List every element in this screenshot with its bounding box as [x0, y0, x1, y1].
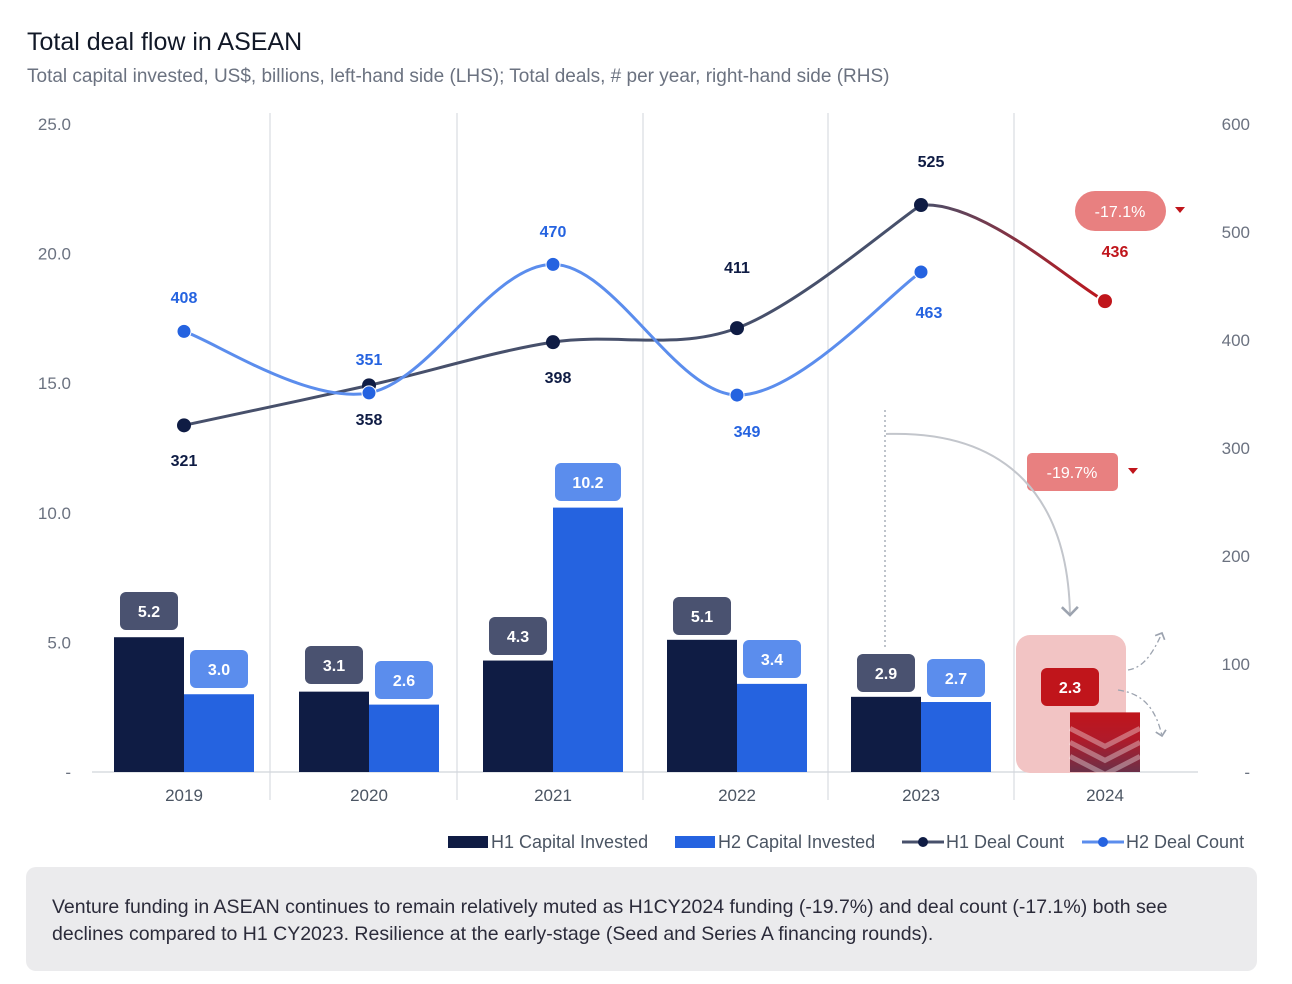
right-axis-tick: 500	[1222, 223, 1250, 242]
point-h2-2021	[545, 256, 561, 272]
x-tick-2021: 2021	[534, 786, 572, 805]
bar-label-h1-2022: 5.1	[691, 609, 713, 626]
line-label-h2-2022: 349	[734, 424, 761, 441]
bar-h2-2019	[184, 694, 254, 772]
left-axis-tick: -	[65, 763, 71, 782]
point-h2-2022	[729, 387, 745, 403]
bar-h1-2021	[483, 660, 553, 772]
point-h1-2021	[546, 335, 560, 350]
deal-change-badge-bg	[1075, 191, 1166, 231]
point-h1-2024	[1096, 292, 1114, 311]
deal-change-badge: -17.1%	[1095, 204, 1146, 221]
bar-label-h2-2021-bg	[555, 463, 621, 501]
line-label-h2-2023: 463	[916, 305, 943, 322]
point-h2-2019	[176, 323, 192, 339]
bar-h1-2020	[299, 691, 369, 772]
bar-2024-chevron	[1068, 754, 1142, 778]
legend-label-h1-deals: H1 Deal Count	[946, 832, 1064, 852]
left-axis-tick: 15.0	[38, 374, 71, 393]
bar-label-h2-2022-bg	[743, 640, 801, 678]
bar-label-h2-2022: 3.4	[761, 652, 783, 669]
x-tick-2019: 2019	[165, 786, 203, 805]
bar-label-h1-2019-bg	[120, 592, 178, 630]
bar-label-h1-2023: 2.9	[875, 666, 897, 683]
line-label-h1-2024: 436	[1102, 244, 1129, 261]
bar-label-h1-2020: 3.1	[323, 658, 345, 675]
point-h1-2023	[914, 198, 928, 212]
bar-h1-2023	[851, 696, 921, 772]
summary-note: Venture funding in ASEAN continues to re…	[26, 867, 1257, 971]
bar-label-h1-2022-bg	[673, 597, 731, 635]
point-h2-2020	[361, 385, 377, 401]
deal-down-arrow-icon	[1175, 207, 1185, 213]
legend-label-h2-capital: H2 Capital Invested	[718, 832, 875, 852]
right-axis-tick: 200	[1222, 547, 1250, 566]
bar-h2-2020	[369, 704, 439, 772]
line-label-h1-2019: 321	[171, 453, 198, 470]
bar-label-h2-2019: 3.0	[208, 662, 230, 679]
comparison-arrow	[885, 432, 1079, 617]
chart-subtitle: Total capital invested, US$, billions, l…	[27, 66, 890, 87]
line-label-h2-2020: 351	[356, 352, 383, 369]
legend-label-h1-capital: H1 Capital Invested	[491, 832, 648, 852]
point-h1-2019	[177, 418, 191, 433]
bar-2024-chevron	[1068, 726, 1142, 750]
bar-h2-2022	[737, 683, 807, 772]
bar-label-h1-2024: 2.3	[1059, 680, 1081, 697]
funding-change-badge: -19.7%	[1047, 465, 1098, 482]
right-axis-tick: 600	[1222, 115, 1250, 134]
bar-2024-chevron	[1068, 740, 1142, 764]
chart-title: Total deal flow in ASEAN	[27, 28, 303, 56]
x-tick-2022: 2022	[718, 786, 756, 805]
legend-swatch-h2-capital	[675, 836, 715, 848]
bar-h1-2022	[667, 639, 737, 772]
right-axis-tick: 100	[1222, 655, 1250, 674]
line-label-h1-2022: 411	[724, 260, 750, 277]
bar-h1-2019	[114, 637, 184, 772]
point-h1-2022	[730, 321, 744, 336]
bar-label-h1-2019: 5.2	[138, 604, 160, 621]
bar-label-h1-2023-bg	[857, 654, 915, 692]
line-label-h2-2021: 470	[540, 224, 567, 241]
funding-down-arrow-icon	[1128, 468, 1138, 474]
line-label-h1-2023: 525	[918, 154, 945, 171]
bar-label-h2-2021: 10.2	[572, 475, 603, 492]
legend-swatch-h1-capital	[448, 836, 488, 848]
right-axis-tick: -	[1244, 763, 1250, 782]
x-tick-2020: 2020	[350, 786, 388, 805]
x-tick-2023: 2023	[902, 786, 940, 805]
bar-label-h1-2021: 4.3	[507, 629, 529, 646]
legend-marker-h2-deals	[1098, 837, 1108, 847]
left-axis-tick: 5.0	[47, 633, 71, 652]
bar-label-h2-2023-bg	[927, 659, 985, 697]
bar-h1-2024	[1070, 712, 1140, 772]
right-axis-tick: 400	[1222, 331, 1250, 350]
bar-label-h2-2019-bg	[190, 650, 248, 688]
legend-label-h2-deals: H2 Deal Count	[1126, 832, 1244, 852]
bar-label-h1-2020-bg	[305, 646, 363, 684]
left-axis-tick: 20.0	[38, 245, 71, 264]
scenario-down-arrow-icon	[1117, 689, 1167, 738]
point-h2-2023	[913, 264, 929, 280]
bar-label-h2-2023: 2.7	[945, 671, 967, 688]
right-axis-tick: 300	[1222, 439, 1250, 458]
x-tick-2024: 2024	[1086, 786, 1124, 805]
funding-change-badge-bg	[1027, 453, 1118, 491]
bar-h2-2021	[553, 507, 623, 772]
line-h1-deal-count-2024	[920, 203, 1106, 303]
line-label-h1-2020: 358	[356, 412, 383, 429]
bar-label-h2-2020-bg	[375, 661, 433, 699]
bar-label-h2-2020: 2.6	[393, 673, 415, 690]
legend-marker-h1-deals	[918, 837, 928, 847]
left-axis-tick: 10.0	[38, 504, 71, 523]
bar-h2-2023	[921, 702, 991, 772]
line-label-h1-2021: 398	[545, 370, 572, 387]
scenario-up-arrow-icon	[1127, 631, 1166, 671]
bar-label-h1-2024-bg	[1041, 668, 1099, 706]
line-label-h2-2019: 408	[171, 290, 198, 307]
bar-label-h1-2021-bg	[489, 617, 547, 655]
deal-flow-chart: 5.2 3.0 3.1 2.6 4.3 10.2 5.1 3.4 2.9 2.7 2.3 321 358…	[38, 113, 1250, 852]
left-axis-tick: 25.0	[38, 115, 71, 134]
